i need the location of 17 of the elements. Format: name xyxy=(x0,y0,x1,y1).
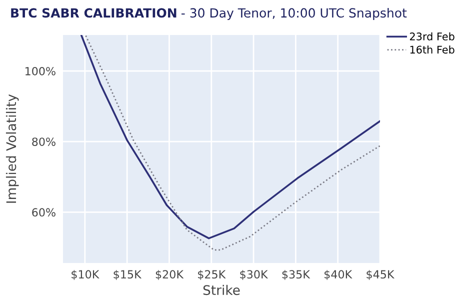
x-tick-label: $15K xyxy=(114,270,142,280)
x-axis-title: Strike xyxy=(203,284,240,296)
y-tick-label: 100% xyxy=(26,66,56,76)
x-tick-label: $45K xyxy=(366,270,394,280)
x-tick-label: $40K xyxy=(324,270,352,280)
y-tick-label: 80% xyxy=(32,138,56,146)
legend-label: 23rd Feb xyxy=(410,32,454,40)
chart-subtitle: - 30 Day Tenor, 10:00 UTC Snapshot xyxy=(181,8,407,20)
x-tick-label: $20K xyxy=(156,270,184,280)
x-tick-label: $30K xyxy=(240,270,268,280)
y-axis-title: Implied Volatility xyxy=(6,94,19,203)
legend-label: 16th Feb xyxy=(410,46,454,54)
x-tick-label: $10K xyxy=(72,270,100,280)
chart-title: BTC SABR CALIBRATION xyxy=(11,8,176,18)
y-tick-label: 60% xyxy=(32,208,56,217)
x-tick-label: $35K xyxy=(282,270,310,280)
x-tick-label: $25K xyxy=(198,270,226,280)
